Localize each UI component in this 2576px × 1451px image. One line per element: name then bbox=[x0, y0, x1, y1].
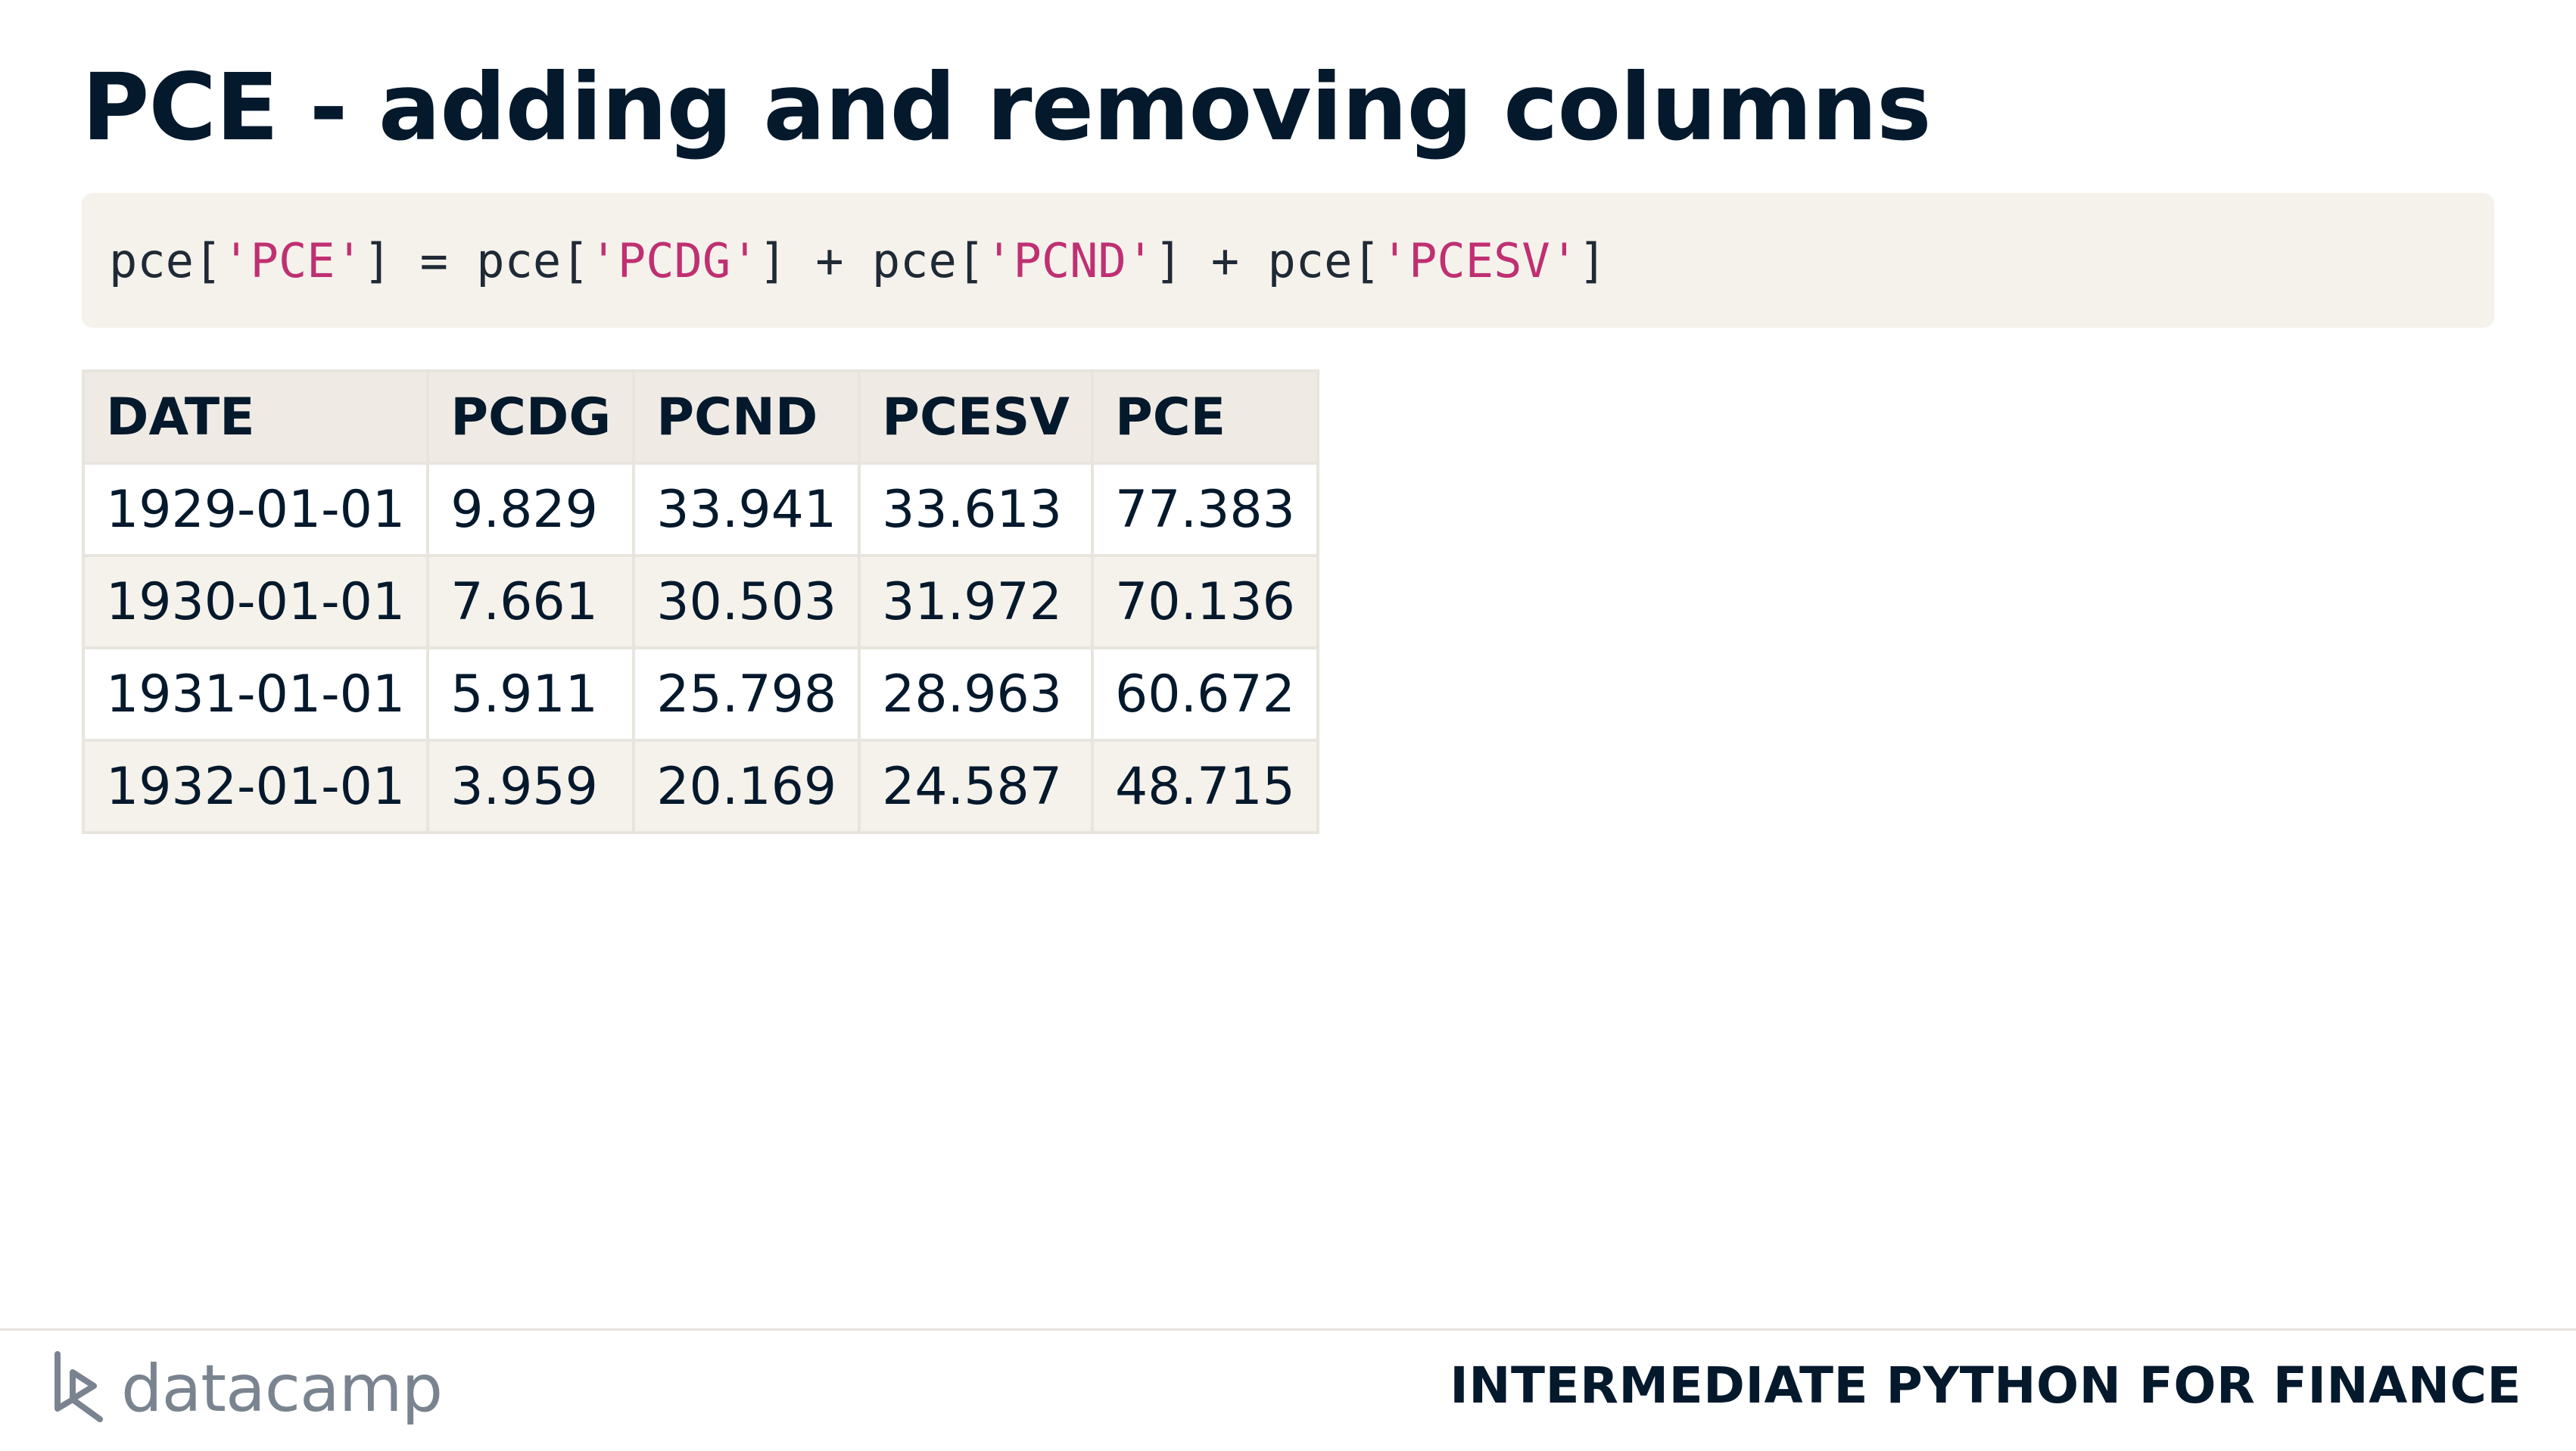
footer-divider bbox=[0, 1328, 2576, 1331]
table-cell: 60.672 bbox=[1090, 646, 1319, 742]
column-header-date: DATE bbox=[81, 369, 430, 465]
table-cell: 33.941 bbox=[632, 462, 861, 557]
table-cell: 33.613 bbox=[858, 462, 1094, 557]
data-table: DATE PCDG PCND PCESV PCE 1929-01-01 9.82… bbox=[81, 369, 1319, 834]
table-row: 1932-01-01 3.959 20.169 24.587 48.715 bbox=[81, 739, 1319, 834]
column-header-pcdg: PCDG bbox=[426, 369, 636, 465]
table-cell: 77.383 bbox=[1090, 462, 1319, 557]
code-token: ] + pce[ bbox=[758, 232, 986, 288]
table-header-row: DATE PCDG PCND PCESV PCE bbox=[81, 369, 1319, 465]
table-cell: 3.959 bbox=[426, 739, 636, 834]
table-cell: 25.798 bbox=[632, 646, 861, 742]
table-cell: 30.503 bbox=[632, 554, 861, 649]
table-cell: 24.587 bbox=[858, 739, 1094, 834]
table-cell: 48.715 bbox=[1090, 739, 1319, 834]
code-token: ] bbox=[1578, 232, 1607, 288]
table-cell: 5.911 bbox=[426, 646, 636, 742]
column-header-pcnd: PCND bbox=[632, 369, 861, 465]
table-cell: 20.169 bbox=[632, 739, 861, 834]
column-header-pcesv: PCESV bbox=[858, 369, 1094, 465]
datacamp-logo: datacamp bbox=[53, 1347, 443, 1431]
table-cell: 1931-01-01 bbox=[81, 646, 430, 742]
table-cell: 28.963 bbox=[858, 646, 1094, 742]
code-token: pce[ bbox=[109, 232, 223, 288]
column-header-pce: PCE bbox=[1090, 369, 1319, 465]
code-string-token: 'PCND' bbox=[985, 232, 1155, 288]
table-cell: 31.972 bbox=[858, 554, 1094, 649]
table-cell: 70.136 bbox=[1090, 554, 1319, 649]
table-cell: 9.829 bbox=[426, 462, 636, 557]
table-row: 1931-01-01 5.911 25.798 28.963 60.672 bbox=[81, 646, 1319, 742]
code-string-token: 'PCDG' bbox=[589, 232, 759, 288]
datacamp-logo-text: datacamp bbox=[121, 1351, 443, 1427]
code-token: ] + pce[ bbox=[1154, 232, 1381, 288]
code-token: ] = pce[ bbox=[363, 232, 590, 288]
code-string-token: 'PCESV' bbox=[1380, 232, 1579, 288]
datacamp-logo-icon bbox=[53, 1350, 111, 1428]
code-block: pce['PCE'] = pce['PCDG'] + pce['PCND'] +… bbox=[82, 193, 2494, 328]
table-cell: 1929-01-01 bbox=[81, 462, 430, 557]
table-row: 1930-01-01 7.661 30.503 31.972 70.136 bbox=[81, 554, 1319, 649]
table-row: 1929-01-01 9.829 33.941 33.613 77.383 bbox=[81, 462, 1319, 557]
course-name: INTERMEDIATE PYTHON FOR FINANCE bbox=[1450, 1356, 2521, 1415]
table-cell: 1930-01-01 bbox=[81, 554, 430, 649]
table-cell: 7.661 bbox=[426, 554, 636, 649]
table-cell: 1932-01-01 bbox=[81, 739, 430, 834]
code-string-token: 'PCE' bbox=[222, 232, 363, 288]
slide-title: PCE - adding and removing columns bbox=[82, 54, 1932, 161]
